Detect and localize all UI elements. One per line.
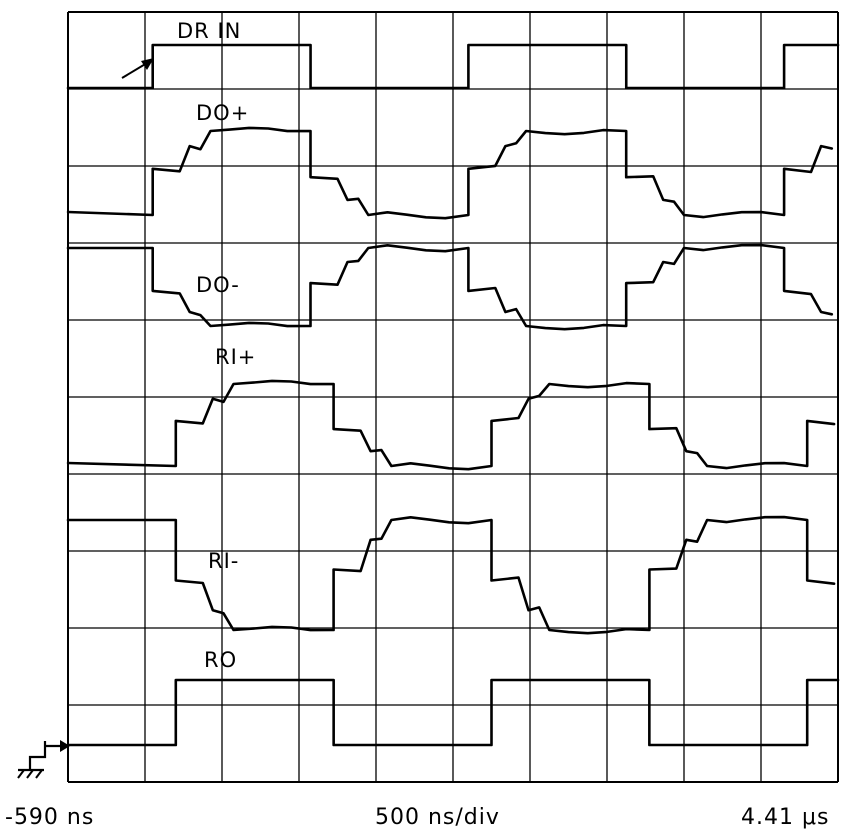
trace-riminus	[66, 515, 836, 635]
traces	[66, 43, 840, 747]
trace-label-do-minus: DO-	[196, 273, 240, 297]
time-end-label: 4.41 μs	[741, 805, 829, 830]
trigger-arrow-icon	[121, 58, 154, 79]
trace-label-ri-plus: RI+	[215, 345, 256, 369]
trace-label-ri-minus: RI-	[208, 549, 239, 573]
trace-doplus	[66, 126, 834, 220]
trace-ro	[66, 678, 840, 747]
trace-label-do-plus: DO+	[196, 101, 249, 125]
trace-label-ro: RO	[204, 648, 237, 672]
time-start-label: -590 ns	[5, 805, 94, 830]
trace-riplus	[66, 379, 836, 471]
time-per-div-label: 500 ns/div	[375, 805, 500, 830]
graticule	[67, 11, 839, 783]
trace-label-dr-in: DR IN	[177, 19, 241, 43]
ground-reference-icon	[17, 740, 70, 779]
trace-dominus	[66, 243, 834, 331]
trace-drminusin	[66, 43, 840, 90]
